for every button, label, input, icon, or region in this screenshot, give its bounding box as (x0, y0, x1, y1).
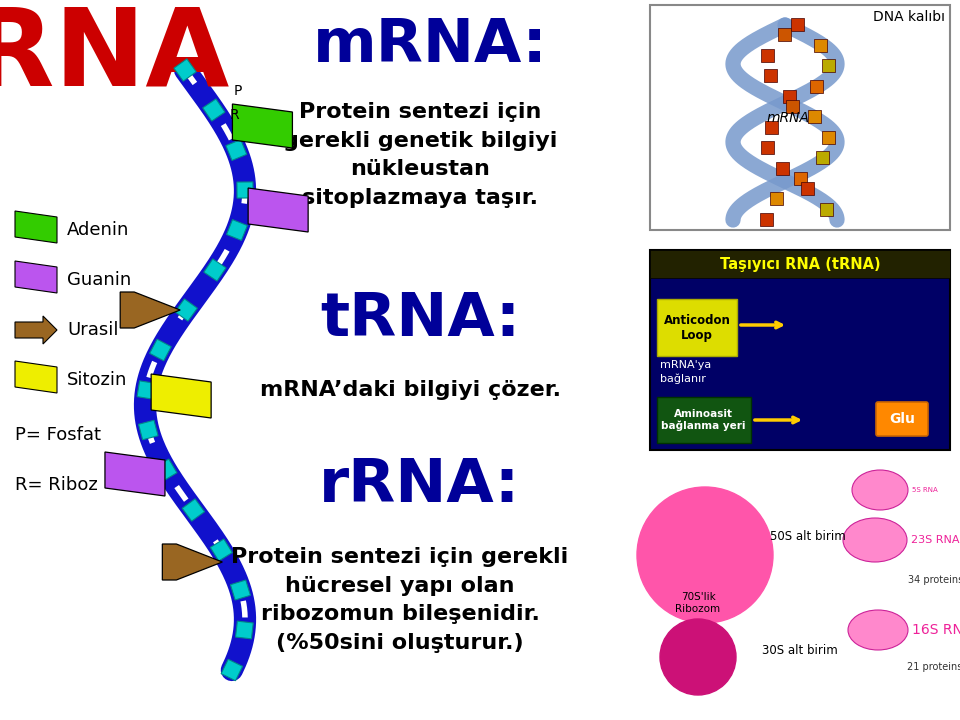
Text: Protein sentezi için gerekli
hücresel yapı olan
ribozomun bileşenidir.
(%50sini : Protein sentezi için gerekli hücresel ya… (231, 546, 568, 653)
Polygon shape (232, 104, 293, 148)
Polygon shape (162, 544, 223, 580)
Bar (763, 69, 777, 82)
Bar (235, 621, 253, 639)
Ellipse shape (852, 470, 908, 510)
Ellipse shape (843, 518, 907, 562)
Bar (237, 182, 253, 198)
Bar (182, 499, 204, 521)
Bar (227, 220, 248, 240)
Text: Protein sentezi için
gerekli genetik bilgiyi
nükleustan
sitoplazmaya taşır.: Protein sentezi için gerekli genetik bil… (283, 102, 557, 208)
Circle shape (637, 487, 773, 623)
Polygon shape (120, 292, 180, 328)
Bar (822, 131, 835, 144)
Text: P= Fosfat: P= Fosfat (15, 426, 101, 444)
Bar (816, 151, 828, 164)
Text: mRNA:: mRNA: (313, 16, 547, 74)
Bar (221, 660, 243, 680)
Text: mRNA’daki bilgiyi çözer.: mRNA’daki bilgiyi çözer. (259, 380, 561, 400)
Bar (204, 259, 226, 281)
Bar (820, 203, 832, 216)
Text: DNA kalıbı: DNA kalıbı (873, 10, 945, 24)
FancyBboxPatch shape (657, 299, 737, 356)
Bar (174, 59, 196, 81)
Bar (650, 250, 950, 450)
Bar (175, 299, 198, 321)
Bar (760, 141, 774, 154)
Bar (226, 140, 247, 161)
Polygon shape (15, 261, 57, 293)
Polygon shape (105, 452, 165, 496)
Polygon shape (15, 361, 57, 393)
FancyBboxPatch shape (876, 402, 928, 436)
Bar (650, 250, 950, 278)
Bar (759, 213, 773, 226)
Text: R: R (229, 108, 239, 122)
Bar (810, 80, 823, 93)
Text: 30S alt birim: 30S alt birim (762, 644, 838, 657)
Bar (776, 162, 789, 175)
Bar (210, 539, 232, 561)
Bar (808, 110, 821, 123)
Bar (802, 182, 814, 195)
Bar (779, 28, 791, 41)
Bar (137, 381, 156, 399)
Text: 23S RNA: 23S RNA (911, 535, 959, 545)
Bar (761, 49, 775, 62)
Polygon shape (15, 211, 57, 243)
Bar (230, 580, 251, 600)
Polygon shape (15, 316, 57, 344)
Bar (814, 39, 827, 52)
Bar (203, 99, 225, 121)
Bar (138, 420, 158, 440)
Text: 50S alt birim: 50S alt birim (770, 531, 846, 544)
Text: Urasil: Urasil (67, 321, 118, 339)
Text: 70S'lik
Ribozom: 70S'lik Ribozom (676, 592, 721, 613)
Text: P: P (233, 84, 242, 98)
Bar (822, 59, 835, 72)
Text: mRNA: mRNA (767, 111, 810, 125)
Text: Aminoasit
bağlanma yeri: Aminoasit bağlanma yeri (660, 409, 745, 431)
Circle shape (660, 619, 736, 695)
Text: RNA: RNA (0, 2, 229, 108)
Text: Adenin: Adenin (67, 221, 130, 239)
Bar (794, 172, 806, 185)
Text: 5S RNA: 5S RNA (912, 487, 938, 493)
Text: 16S RNA: 16S RNA (912, 623, 960, 637)
Polygon shape (248, 188, 308, 232)
Text: Taşıyıcı RNA (tRNA): Taşıyıcı RNA (tRNA) (720, 256, 880, 271)
Text: Guanin: Guanin (67, 271, 132, 289)
Polygon shape (151, 374, 211, 418)
Bar (770, 192, 782, 205)
Text: 21 proteins: 21 proteins (907, 662, 960, 672)
Bar (791, 18, 804, 31)
Bar (650, 5, 950, 230)
Text: rRNA:: rRNA: (320, 456, 520, 515)
Text: 34 proteins: 34 proteins (908, 575, 960, 585)
Text: Glu: Glu (889, 412, 915, 426)
Text: Sitozin: Sitozin (67, 371, 128, 389)
FancyBboxPatch shape (657, 397, 751, 443)
Text: mRNA'ya
bağlanır: mRNA'ya bağlanır (660, 361, 711, 384)
Text: tRNA:: tRNA: (320, 290, 520, 349)
Bar (150, 339, 171, 361)
Text: Anticodon
Loop: Anticodon Loop (663, 314, 731, 342)
Bar (765, 121, 778, 134)
Bar (155, 459, 177, 481)
Text: R= Riboz: R= Riboz (15, 476, 98, 494)
Ellipse shape (848, 610, 908, 650)
Bar (786, 100, 799, 113)
Bar (783, 90, 797, 103)
